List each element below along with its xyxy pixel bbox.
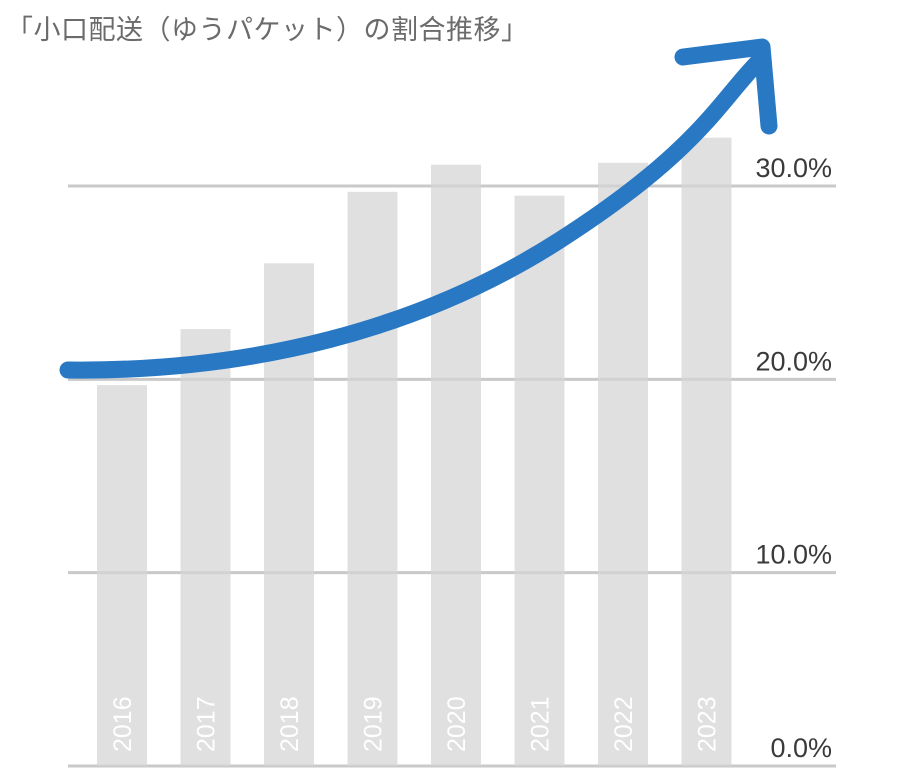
y-tick-label: 0.0% (770, 733, 832, 763)
y-tick-label: 10.0% (755, 540, 832, 570)
trend-arrow-icon (59, 38, 778, 379)
x-axis-labels: 2016 2017 2018 2019 2020 2021 2022 2023 (109, 696, 722, 752)
chart-title: 「小口配送（ゆうパケット）の割合推移」 (6, 15, 529, 46)
bar (431, 164, 481, 766)
bar (97, 385, 147, 766)
bar (514, 195, 565, 766)
bar (347, 191, 398, 767)
bar (180, 329, 231, 766)
y-tick-label: 30.0% (755, 153, 832, 183)
y-axis-labels: 0.0% 10.0% 20.0% 30.0% (755, 153, 832, 763)
y-tick-label: 20.0% (755, 346, 832, 376)
x-tick-label: 2019 (360, 696, 388, 752)
x-tick-label: 2022 (610, 696, 638, 752)
bars (97, 137, 732, 767)
x-tick-label: 2020 (443, 696, 471, 752)
x-tick-label: 2018 (276, 696, 304, 752)
bar (598, 162, 648, 767)
bar (681, 137, 732, 766)
x-tick-label: 2016 (109, 696, 137, 752)
gridlines-overlay (68, 184, 836, 768)
x-tick-label: 2021 (527, 696, 555, 752)
x-tick-label: 2017 (193, 696, 221, 752)
x-tick-label: 2023 (694, 696, 722, 752)
